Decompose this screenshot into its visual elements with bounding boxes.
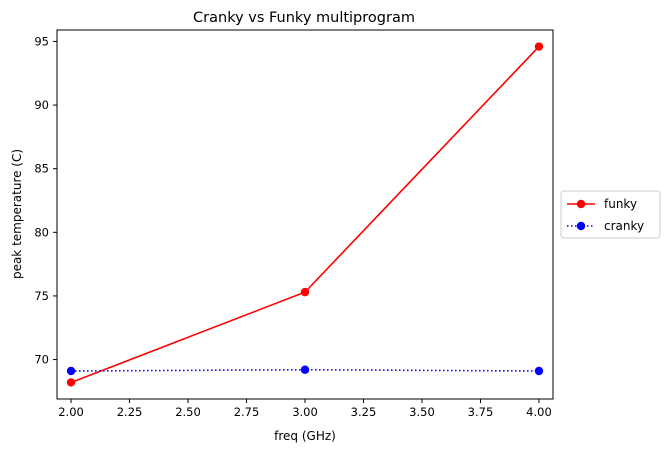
y-axis-ticks: 70 75 80 85 90 95	[34, 34, 57, 367]
data-point-cranky	[534, 366, 544, 376]
legend-marker-funky	[576, 199, 586, 209]
legend: funky cranky	[560, 190, 661, 239]
y-tick-label: 75	[34, 289, 49, 303]
data-point-funky	[300, 287, 310, 297]
y-tick-label: 95	[34, 34, 49, 48]
y-tick-label: 85	[34, 162, 49, 176]
data-point-funky	[534, 42, 544, 51]
data-point-cranky	[66, 366, 76, 376]
x-tick-label: 4.00	[526, 405, 552, 419]
legend-label-funky: funky	[604, 197, 637, 211]
x-axis-label: freq (GHz)	[274, 429, 336, 443]
legend-marker-cranky	[576, 221, 586, 231]
x-tick-label: 2.25	[117, 405, 143, 419]
data-point-cranky	[300, 365, 310, 374]
series-line-funky	[70, 45, 540, 384]
x-tick-label: 2.75	[234, 405, 260, 419]
data-point-funky	[66, 378, 76, 387]
y-tick-label: 70	[34, 353, 49, 367]
y-tick-label: 80	[34, 225, 49, 239]
x-tick-label: 3.50	[409, 405, 435, 419]
y-tick-label: 90	[34, 98, 49, 112]
x-tick-label: 3.00	[292, 405, 318, 419]
series-layer	[66, 42, 544, 387]
x-tick-label: 3.75	[468, 405, 494, 419]
legend-label-cranky: cranky	[604, 219, 644, 233]
legend-frame	[560, 190, 661, 239]
y-axis-label: peak temperature (C)	[10, 149, 24, 279]
x-tick-label: 2.00	[58, 405, 84, 419]
plot-area-frame	[56, 29, 554, 400]
chart-title: Cranky vs Funky multiprogram	[193, 10, 415, 26]
x-axis-ticks: 2.00 2.25 2.50 2.75 3.00 3.25 3.50 3.75 4.00	[58, 399, 552, 419]
x-tick-label: 2.50	[175, 405, 201, 419]
x-tick-label: 3.25	[351, 405, 377, 419]
